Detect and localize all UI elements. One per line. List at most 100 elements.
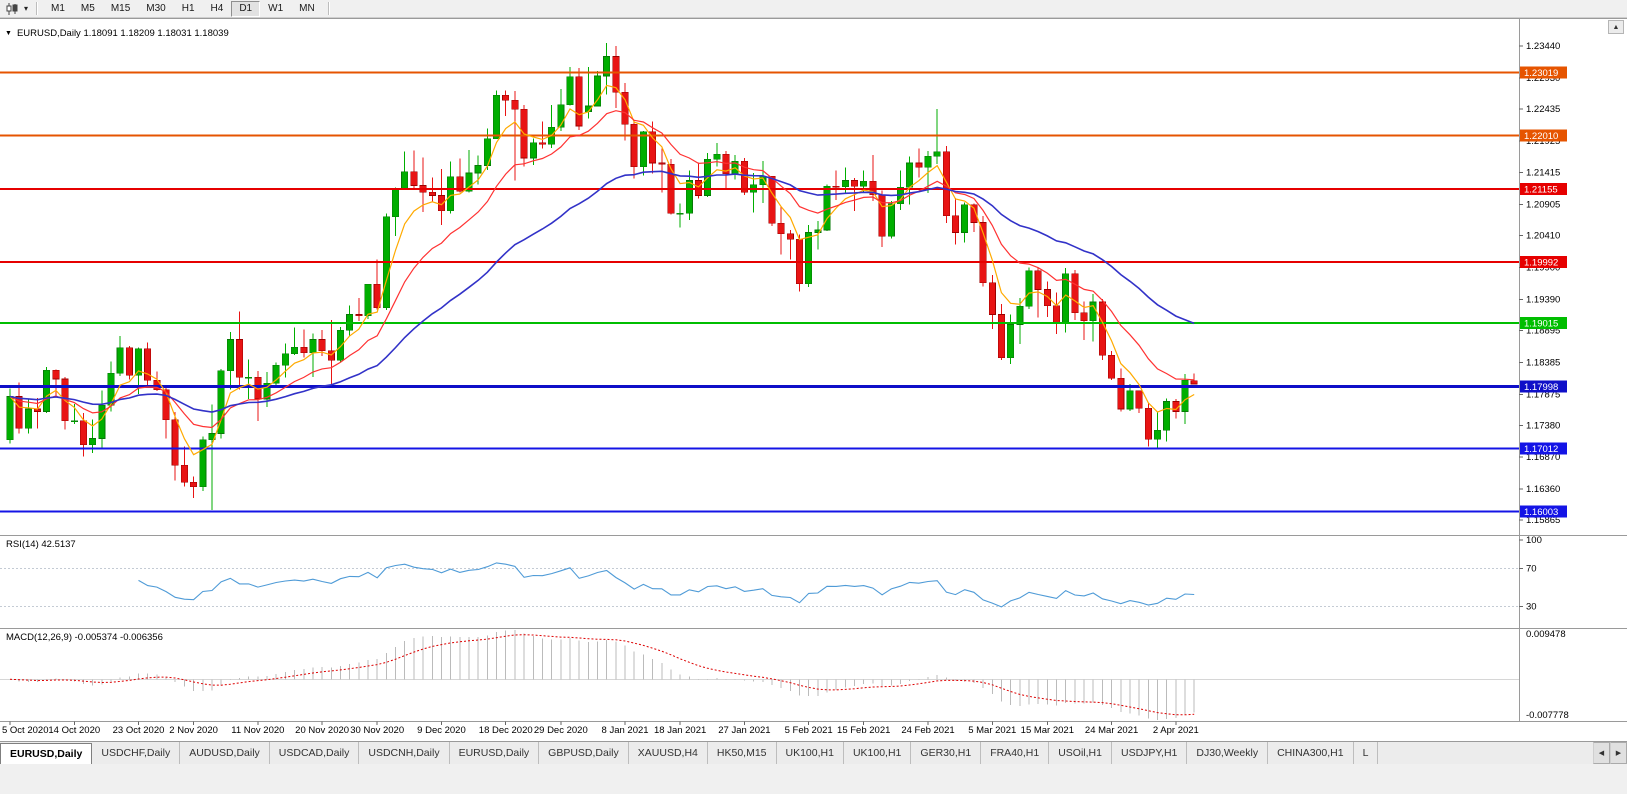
svg-text:1.23440: 1.23440 bbox=[1526, 41, 1560, 52]
chart-tab-usdcnh-daily[interactable]: USDCNH,Daily bbox=[359, 742, 450, 764]
ma-slow-line bbox=[9, 170, 1195, 413]
svg-text:1.18385: 1.18385 bbox=[1526, 357, 1560, 368]
chart-tab-audusd-daily[interactable]: AUDUSD,Daily bbox=[180, 742, 270, 764]
chart-tab-eurusd-daily[interactable]: EURUSD,Daily bbox=[449, 742, 540, 764]
timeframe-button-m30[interactable]: M30 bbox=[138, 1, 173, 17]
ma-medium-line bbox=[9, 110, 1195, 429]
svg-text:1.17380: 1.17380 bbox=[1526, 420, 1560, 431]
timeframe-button-w1[interactable]: W1 bbox=[260, 1, 291, 17]
tab-scroll-buttons: ◀ ▶ bbox=[1593, 742, 1627, 764]
svg-text:30: 30 bbox=[1526, 602, 1537, 613]
svg-text:24 Mar 2021: 24 Mar 2021 bbox=[1085, 725, 1138, 736]
tabs-scroll-right-button[interactable]: ▶ bbox=[1610, 742, 1627, 764]
chart-scroll-up-button[interactable]: ▲ bbox=[1608, 20, 1624, 34]
chart-tab-uk100-h1[interactable]: UK100,H1 bbox=[776, 742, 844, 764]
svg-text:1.16870: 1.16870 bbox=[1526, 452, 1560, 463]
svg-text:1.16360: 1.16360 bbox=[1526, 484, 1560, 495]
ma-fast-line bbox=[9, 84, 1195, 456]
timeframe-button-m1[interactable]: M1 bbox=[43, 1, 73, 17]
chart-tab-hk50-m15[interactable]: HK50,M15 bbox=[707, 742, 777, 764]
svg-text:27 Jan 2021: 27 Jan 2021 bbox=[718, 725, 770, 736]
svg-text:1.19390: 1.19390 bbox=[1526, 294, 1560, 305]
svg-text:5 Feb 2021: 5 Feb 2021 bbox=[785, 725, 833, 736]
svg-text:14 Oct 2020: 14 Oct 2020 bbox=[48, 725, 100, 736]
chart-tab-fra40-h1[interactable]: FRA40,H1 bbox=[981, 742, 1050, 764]
svg-text:100: 100 bbox=[1526, 535, 1542, 546]
svg-text:29 Dec 2020: 29 Dec 2020 bbox=[534, 725, 588, 736]
svg-text:9 Dec 2020: 9 Dec 2020 bbox=[417, 725, 466, 736]
svg-text:-0.007778: -0.007778 bbox=[1526, 710, 1569, 721]
svg-text:1.20905: 1.20905 bbox=[1526, 200, 1560, 211]
svg-text:1.23019: 1.23019 bbox=[1524, 68, 1558, 79]
timeframe-button-mn[interactable]: MN bbox=[291, 1, 323, 17]
svg-text:1.19900: 1.19900 bbox=[1526, 263, 1560, 274]
chart-tab-xauusd-h4[interactable]: XAUUSD,H4 bbox=[628, 742, 708, 764]
svg-text:1.21155: 1.21155 bbox=[1524, 184, 1558, 195]
svg-text:18 Jan 2021: 18 Jan 2021 bbox=[654, 725, 706, 736]
svg-text:1.20410: 1.20410 bbox=[1526, 231, 1560, 242]
svg-text:15 Mar 2021: 15 Mar 2021 bbox=[1021, 725, 1074, 736]
svg-text:11 Nov 2020: 11 Nov 2020 bbox=[231, 725, 284, 736]
chart-menu-dropdown-icon[interactable]: ▾ bbox=[24, 3, 29, 13]
chart-tab-gbpusd-daily[interactable]: GBPUSD,Daily bbox=[539, 742, 629, 764]
svg-text:1.17875: 1.17875 bbox=[1526, 389, 1560, 400]
price-line-tags: 1.23019 1.22010 1.21155 1.19992 1.19015 1.179… bbox=[1520, 66, 1567, 518]
svg-text:5 Oct 2020: 5 Oct 2020 bbox=[2, 725, 48, 736]
svg-text:30 Nov 2020: 30 Nov 2020 bbox=[350, 725, 404, 736]
chart-tab-partial[interactable]: L bbox=[1353, 742, 1379, 764]
chart-tab-usdjpy-h1[interactable]: USDJPY,H1 bbox=[1111, 742, 1188, 764]
chart-type-icon[interactable] bbox=[3, 1, 21, 17]
svg-text:0.009478: 0.009478 bbox=[1526, 629, 1566, 640]
svg-text:1.21415: 1.21415 bbox=[1526, 168, 1560, 179]
chart-tab-usdcad-daily[interactable]: USDCAD,Daily bbox=[269, 742, 360, 764]
chart-tab-usdchf-daily[interactable]: USDCHF,Daily bbox=[92, 742, 181, 764]
rsi-layer: 100 70 30 bbox=[0, 535, 1542, 613]
tabs-scroll-left-button[interactable]: ◀ bbox=[1593, 742, 1610, 764]
svg-text:1.18895: 1.18895 bbox=[1526, 325, 1560, 336]
svg-text:18 Dec 2020: 18 Dec 2020 bbox=[479, 725, 533, 736]
svg-text:2 Apr 2021: 2 Apr 2021 bbox=[1153, 725, 1199, 736]
timeframe-button-m5[interactable]: M5 bbox=[73, 1, 103, 17]
chart-tab-china300-h1[interactable]: CHINA300,H1 bbox=[1268, 742, 1354, 764]
toolbar: ▾ M1 M5 M15 M30 H1 H4 D1 W1 MN bbox=[0, 0, 1627, 18]
svg-text:1.15865: 1.15865 bbox=[1526, 515, 1560, 526]
svg-text:23 Oct 2020: 23 Oct 2020 bbox=[113, 725, 165, 736]
svg-text:1.22930: 1.22930 bbox=[1526, 73, 1560, 84]
chart-tabs-bar: EURUSD,Daily USDCHF,Daily AUDUSD,Daily USDC… bbox=[0, 741, 1627, 764]
macd-layer bbox=[0, 630, 1519, 720]
timeframe-button-h4[interactable]: H4 bbox=[203, 1, 232, 17]
macd-signal-line bbox=[9, 634, 1195, 716]
svg-text:1.22010: 1.22010 bbox=[1524, 131, 1558, 142]
chart-tab-dj30-weekly[interactable]: DJ30,Weekly bbox=[1187, 742, 1269, 764]
svg-text:1.17012: 1.17012 bbox=[1524, 444, 1558, 455]
chart-tab-ger30-h1[interactable]: GER30,H1 bbox=[911, 742, 982, 764]
chart-tab-eurusd-daily[interactable]: EURUSD,Daily bbox=[0, 743, 93, 764]
chart-tab-uk100-h1[interactable]: UK100,H1 bbox=[843, 742, 912, 764]
svg-text:20 Nov 2020: 20 Nov 2020 bbox=[295, 725, 349, 736]
svg-text:2 Nov 2020: 2 Nov 2020 bbox=[169, 725, 218, 736]
svg-text:8 Jan 2021: 8 Jan 2021 bbox=[602, 725, 649, 736]
toolbar-separator bbox=[327, 2, 330, 15]
moving-averages-layer bbox=[9, 84, 1195, 456]
chart-tab-usoil-h1[interactable]: USOil,H1 bbox=[1049, 742, 1112, 764]
timeframe-buttons: M1 M5 M15 M30 H1 H4 D1 W1 MN bbox=[43, 0, 323, 17]
chart-tabs: EURUSD,Daily USDCHF,Daily AUDUSD,Daily USDC… bbox=[0, 742, 1591, 764]
hlines-layer bbox=[0, 71, 1519, 513]
svg-text:1.17998: 1.17998 bbox=[1524, 382, 1558, 393]
svg-text:24 Feb 2021: 24 Feb 2021 bbox=[901, 725, 954, 736]
svg-text:1.16003: 1.16003 bbox=[1524, 507, 1558, 518]
price-chart[interactable]: 1.234401.229301.224351.219251.214151.209… bbox=[0, 19, 1627, 742]
toolbar-separator bbox=[36, 2, 39, 15]
svg-text:1.19015: 1.19015 bbox=[1524, 318, 1558, 329]
macd-axis-labels: 0.009478 -0.007778 bbox=[1526, 629, 1569, 721]
date-axis-labels: 5 Oct 2020 14 Oct 2020 23 Oct 2020 2 Nov 20… bbox=[2, 721, 1199, 736]
rsi-line bbox=[138, 562, 1195, 608]
price-axis-labels: 1.234401.229301.224351.219251.214151.209… bbox=[1519, 41, 1560, 526]
timeframe-button-m15[interactable]: M15 bbox=[103, 1, 138, 17]
timeframe-button-h1[interactable]: H1 bbox=[174, 1, 203, 17]
svg-text:15 Feb 2021: 15 Feb 2021 bbox=[837, 725, 890, 736]
svg-text:5 Mar 2021: 5 Mar 2021 bbox=[968, 725, 1016, 736]
svg-text:1.19992: 1.19992 bbox=[1524, 257, 1558, 268]
timeframe-button-d1[interactable]: D1 bbox=[231, 0, 261, 17]
